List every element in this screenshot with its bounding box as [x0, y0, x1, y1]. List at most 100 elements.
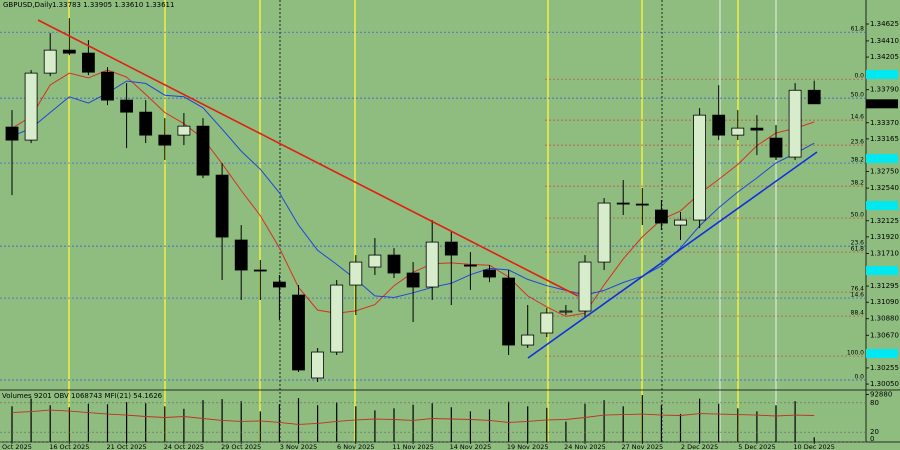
- candle-body: [788, 89, 802, 158]
- mfi-line: [11, 409, 815, 425]
- candle-body: [406, 272, 420, 288]
- candle-body: [62, 49, 76, 54]
- candle-body: [139, 111, 153, 136]
- candle-body: [712, 114, 726, 136]
- candle-body: [215, 174, 229, 238]
- indicator-text: Volumes 9201 OBV 1068743 MFI(21) 54.1626: [2, 392, 163, 400]
- y-tick-label: 1.30670: [870, 331, 899, 339]
- x-tick-label: 27 Nov 2025: [621, 443, 663, 450]
- current-price-box: [866, 99, 898, 109]
- y-tick-label: 1.32540: [870, 184, 899, 192]
- candle-body: [540, 312, 554, 334]
- mfi-tick-label: 20: [870, 428, 879, 436]
- mfi-tick-label: 0: [870, 435, 874, 443]
- candle-body: [616, 202, 630, 205]
- candle-body: [5, 126, 19, 141]
- candle-body: [521, 334, 535, 346]
- candle-body: [807, 89, 821, 105]
- candle-body: [578, 261, 592, 312]
- x-tick-label: 19 Nov 2025: [507, 443, 549, 450]
- y-tick-label: 1.30050: [870, 380, 899, 388]
- level-box: [866, 70, 898, 79]
- x-tick-label: Oct 2025: [2, 443, 32, 450]
- level-box: [866, 154, 898, 163]
- y-tick-label: 1.30255: [870, 364, 899, 372]
- candle-body: [82, 52, 95, 73]
- y-tick-label: 1.32750: [870, 168, 899, 176]
- candle-body: [196, 125, 210, 176]
- x-tick-label: 11 Nov 2025: [392, 443, 434, 450]
- candle-body: [368, 254, 382, 268]
- candle-body: [425, 241, 439, 288]
- candle-body: [769, 137, 783, 158]
- y-tick-label: 1.31295: [870, 282, 899, 290]
- candle-body: [101, 71, 114, 101]
- x-tick-label: 5 Dec 2025: [738, 443, 775, 450]
- fib-label: 61.8: [851, 26, 865, 33]
- candle-body: [597, 202, 611, 263]
- fib-label: 14.6: [851, 114, 865, 121]
- candle-body: [177, 125, 191, 136]
- candle-body: [158, 134, 172, 146]
- y-tick-label: 1.34625: [870, 20, 899, 28]
- fib-label: 100.0: [847, 350, 864, 357]
- fib-label: 38.2: [851, 157, 865, 164]
- trendline-up: [527, 151, 818, 359]
- candle-body: [253, 269, 267, 272]
- level-box: [866, 266, 898, 275]
- volume-tick-label: 92880: [870, 391, 892, 399]
- y-tick-label: 1.33165: [870, 135, 899, 143]
- fib-label: 76.4: [851, 286, 865, 293]
- chart-title: GBPUSD,Daily: [3, 1, 52, 9]
- x-tick-label: 3 Nov 2025: [280, 443, 318, 450]
- candle-body: [349, 261, 363, 286]
- candle-body: [120, 99, 133, 113]
- candle-body: [463, 264, 477, 267]
- y-tick-label: 1.30880: [870, 315, 899, 323]
- candle-body: [24, 72, 38, 141]
- fib-label: 50.0: [851, 212, 865, 219]
- fib-label: 61.8: [851, 246, 865, 253]
- candle-body: [330, 284, 344, 353]
- trendline-down: [37, 19, 579, 297]
- y-tick-label: 1.31710: [870, 249, 899, 257]
- candle-body: [674, 219, 687, 226]
- x-tick-label: 16 Oct 2025: [49, 443, 89, 450]
- level-box: [866, 349, 898, 358]
- x-tick-label: 21 Oct 2025: [107, 443, 147, 450]
- candle-body: [502, 277, 516, 346]
- candle-body: [655, 209, 668, 224]
- y-tick-label: 1.34205: [870, 53, 899, 61]
- candle-body: [43, 49, 57, 74]
- plot-layer: 1.34625 1.34410 1.34205 1.33790 1.33370 1.331…: [0, 18, 899, 450]
- candle-body: [483, 269, 496, 278]
- candle-body: [292, 294, 305, 371]
- candle-body: [559, 310, 573, 313]
- candle-body: [731, 127, 745, 136]
- fib-label: 88.4: [851, 310, 865, 317]
- x-tick-label: 6 Nov 2025: [337, 443, 375, 450]
- y-tick-label: 1.33370: [870, 119, 899, 127]
- x-tick-label: 24 Nov 2025: [564, 443, 606, 450]
- candle-body: [387, 254, 401, 274]
- candle-body: [272, 281, 286, 288]
- fib-label: 50.0: [851, 92, 865, 99]
- fib-label: 38.2: [851, 180, 865, 187]
- fib-label: 23.6: [851, 139, 865, 146]
- x-tick-label: 2 Dec 2025: [681, 443, 718, 450]
- x-tick-label: 10 Dec 2025: [793, 443, 835, 450]
- fib-label: 23.6: [851, 240, 865, 247]
- fib-label: 14.6: [851, 292, 865, 299]
- x-tick-label: 29 Oct 2025: [221, 443, 261, 450]
- candle-body: [635, 203, 649, 206]
- candle-body: [444, 241, 458, 256]
- candle-body: [750, 127, 764, 131]
- candle-body: [693, 114, 706, 221]
- mfi-tick-label: 80: [870, 399, 879, 407]
- y-tick-label: 1.34410: [870, 37, 899, 45]
- y-tick-label: 1.31090: [870, 298, 899, 306]
- y-tick-label: 1.32125: [870, 217, 899, 225]
